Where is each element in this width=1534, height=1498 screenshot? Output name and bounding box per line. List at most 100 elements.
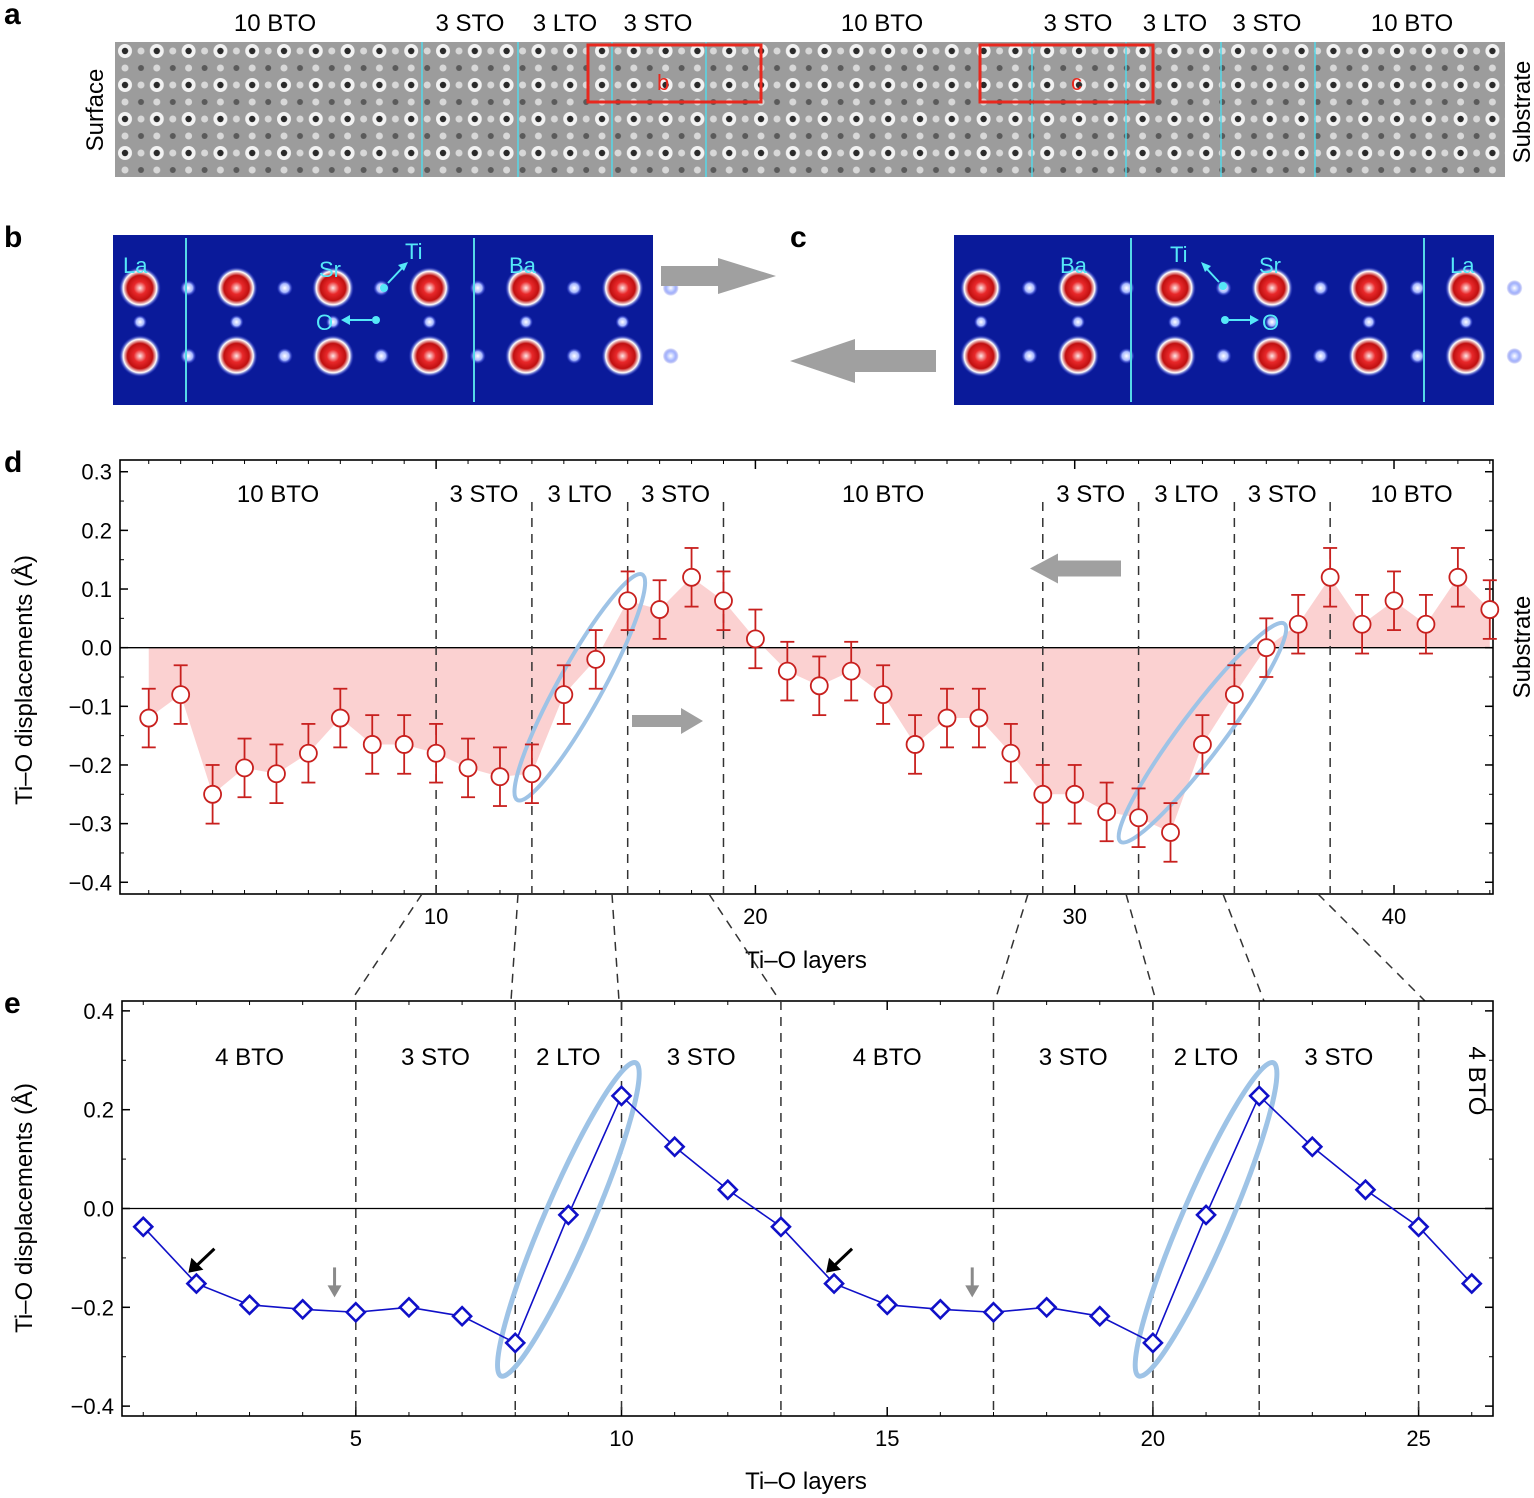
data-point <box>1129 808 1148 828</box>
panel-b-atom-labels: La Sr Ti Ba O <box>123 239 537 335</box>
region-label: 10 BTO <box>1370 481 1452 508</box>
box-c-label: c <box>1071 70 1082 95</box>
ti-o-atom <box>180 280 197 296</box>
cation-atom <box>1154 335 1196 377</box>
data-point <box>682 567 701 587</box>
data-point <box>398 1296 420 1319</box>
data-point <box>716 1178 739 1201</box>
ti-o-atom <box>1409 348 1426 364</box>
y-tick-label: 0.2 <box>81 518 112 543</box>
data-point <box>823 1272 845 1295</box>
chart-d: 0.3 0.2 0.1 0.0 −0.1 −0.2 −0.3 −0.4 10 20 30 40 10 B… <box>69 459 1500 929</box>
data-point <box>426 743 446 763</box>
data-point <box>458 758 478 778</box>
region-label: 3 STO <box>1248 481 1317 508</box>
data-point <box>1416 614 1436 634</box>
data-point <box>905 735 925 754</box>
cation-atom <box>1251 335 1293 377</box>
ti-o-atom <box>1409 280 1426 296</box>
highlight-ellipse <box>1132 1060 1280 1379</box>
ti-o-atom <box>1215 348 1232 364</box>
data-point <box>362 735 382 754</box>
svg-text:Ti: Ti <box>405 239 423 264</box>
region-label: 3 STO <box>641 481 710 508</box>
region-label: 3 STO <box>1056 481 1125 508</box>
data-point <box>330 708 350 728</box>
panel-a-label: 3 STO <box>1044 10 1113 37</box>
data-point <box>663 1135 686 1158</box>
data-point <box>1448 567 1468 587</box>
substrate-label-a: Substrate <box>1509 61 1534 164</box>
y-tick-label: −0.1 <box>69 694 112 719</box>
data-point <box>1161 823 1180 842</box>
o-atom <box>422 315 437 329</box>
x-tick-label: 10 <box>609 1426 633 1451</box>
arrow-right-between-b-c <box>661 258 776 294</box>
region-label: 3 STO <box>1039 1044 1108 1071</box>
panel-connectors <box>350 893 1426 1002</box>
data-point <box>1035 1296 1058 1319</box>
data-point <box>1354 1178 1377 1201</box>
x-tick-label: 5 <box>350 1426 362 1451</box>
o-atom <box>974 315 988 329</box>
data-point <box>1480 600 1500 619</box>
data-point <box>1407 1215 1430 1238</box>
x-tick-label: 20 <box>1141 1426 1165 1451</box>
data-point <box>504 1332 527 1354</box>
svg-text:O: O <box>316 310 333 335</box>
panel-a-label: 3 LTO <box>1143 10 1207 37</box>
stem-interface-lines <box>421 42 1316 177</box>
data-point <box>171 685 191 704</box>
ti-o-atom <box>1021 280 1038 296</box>
region-label: 4 BTO <box>1463 1047 1490 1116</box>
region-label: 4 BTO <box>215 1044 284 1071</box>
ti-o-atom <box>469 280 486 296</box>
data-point <box>522 764 542 784</box>
y-tick-label: 0.0 <box>81 636 112 661</box>
o-atom <box>229 315 244 329</box>
polarization-arrow-left <box>1030 553 1121 584</box>
panel-c-image <box>954 235 1523 405</box>
data-point <box>1384 591 1404 611</box>
cation-atom <box>601 267 644 309</box>
chart-e-ylabel: Ti–O displacements (Å) <box>10 1083 38 1333</box>
data-point <box>746 629 765 649</box>
x-tick-label: 30 <box>1062 904 1086 929</box>
data-point <box>344 1301 367 1324</box>
data-point <box>770 1215 792 1238</box>
panel-letter-a: a <box>4 0 21 31</box>
highlight-ellipse <box>512 572 648 803</box>
data-point <box>394 735 414 754</box>
data-point <box>714 591 733 611</box>
region-label: 3 LTO <box>1154 481 1218 508</box>
data-point <box>650 600 670 619</box>
region-label: 2 LTO <box>1174 1044 1238 1071</box>
cation-atom <box>1154 267 1196 309</box>
ti-o-atom <box>566 348 583 364</box>
data-point <box>1320 567 1340 587</box>
ti-o-atom <box>1118 280 1135 296</box>
o-atom <box>1362 315 1376 329</box>
gray-arrow-head <box>327 1285 342 1298</box>
data-point <box>1142 1332 1164 1354</box>
o-atom <box>1459 315 1473 329</box>
region-label: 3 LTO <box>548 481 612 508</box>
data-point <box>586 650 606 669</box>
data-point <box>235 758 254 778</box>
cation-atom <box>505 335 547 377</box>
svg-text:Sr: Sr <box>319 257 341 282</box>
cation-atom <box>215 267 258 309</box>
cation-atom <box>408 267 451 309</box>
data-point <box>139 708 159 728</box>
data-point <box>969 708 989 728</box>
ti-o-atom <box>662 348 679 364</box>
cation-atom <box>505 267 547 309</box>
o-atom <box>1071 315 1085 329</box>
data-point <box>1352 614 1372 634</box>
data-point <box>777 661 797 681</box>
o-atom <box>1168 315 1182 329</box>
arrow-left-between-b-c <box>790 339 936 383</box>
y-tick-label: 0.0 <box>83 1197 114 1222</box>
panel-a-label: 3 STO <box>624 10 693 37</box>
